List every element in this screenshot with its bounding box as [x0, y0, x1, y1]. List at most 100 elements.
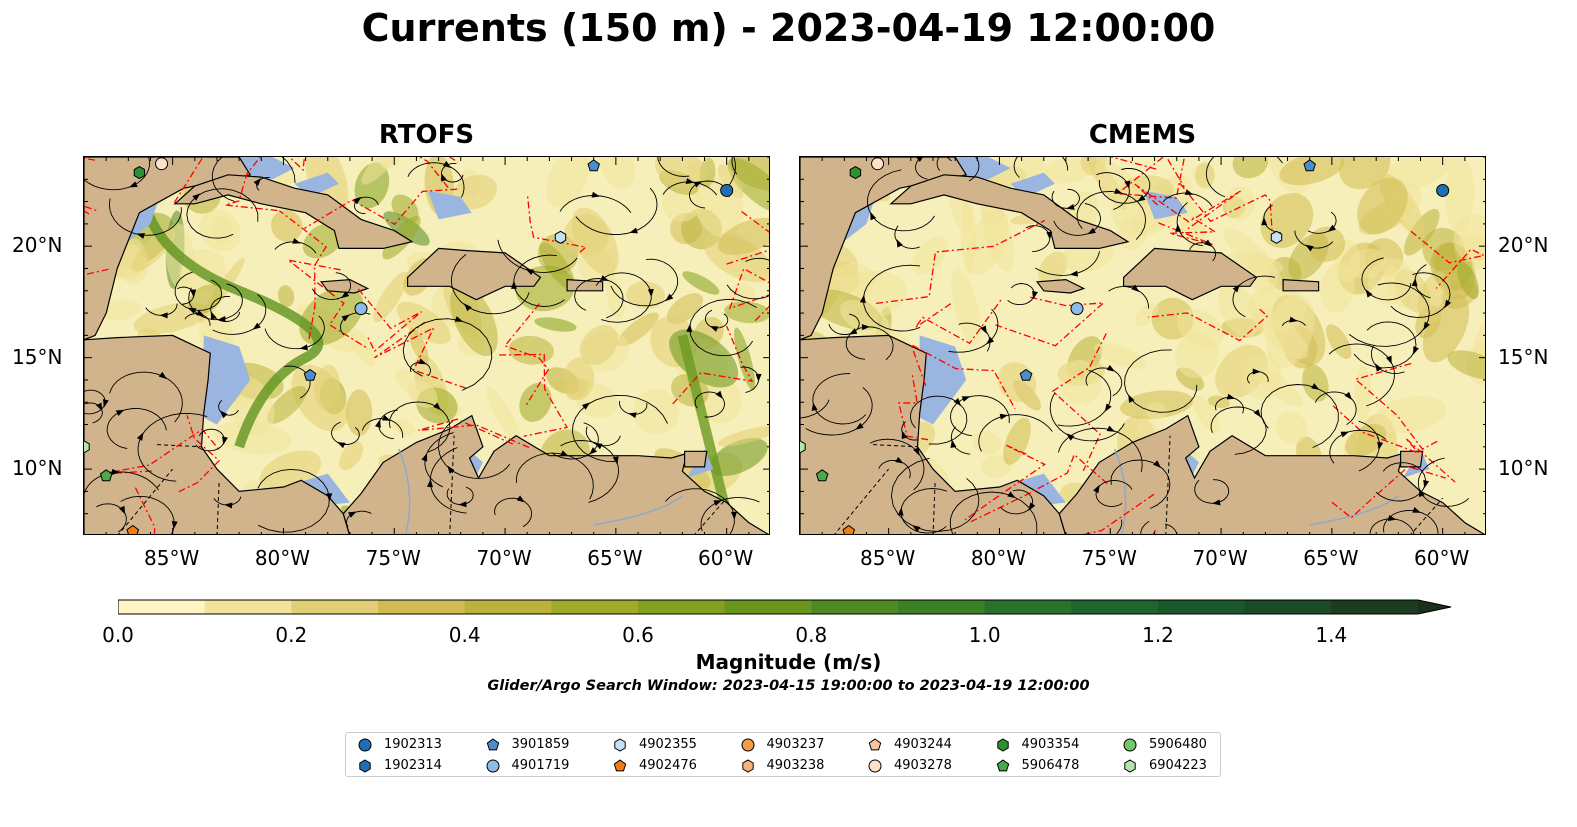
- current-speed-patch: [277, 285, 295, 308]
- current-speed-patch: [709, 438, 768, 477]
- streamline-arrow: [1289, 316, 1298, 323]
- x-tick-label: 80°W: [970, 546, 1027, 570]
- x-tick-label: 65°W: [1303, 546, 1359, 570]
- colorbar-segment: [1158, 600, 1246, 614]
- land-puerto-rico: [566, 278, 604, 292]
- streamline: [870, 438, 925, 491]
- streamline-arrow: [129, 181, 138, 188]
- legend-item: 4902355: [613, 737, 697, 752]
- streamline-arrow: [594, 442, 603, 450]
- streamline-arrow: [442, 160, 452, 168]
- streamline-arrow: [1204, 239, 1213, 247]
- streamline: [106, 408, 167, 449]
- eez-boundary: [278, 210, 327, 340]
- streamline-arrow: [896, 239, 903, 248]
- x-tick-label: 60°W: [698, 546, 754, 570]
- streamline-arrow: [591, 191, 600, 198]
- colorbar-tick-label: 0.4: [448, 623, 481, 647]
- streamline: [1383, 510, 1439, 534]
- current-speed-patch: [1038, 251, 1068, 285]
- legend-label: 4903237: [766, 737, 825, 752]
- eez-boundary: [287, 259, 368, 349]
- streamline: [575, 187, 658, 235]
- current-speed-patch: [727, 158, 769, 215]
- float-marker-6904223: [84, 440, 90, 454]
- map-panel-rtofs[interactable]: [83, 156, 770, 535]
- streamline: [402, 318, 493, 391]
- streamline-arrow: [252, 322, 261, 330]
- float-marker-4901719: [1070, 302, 1084, 316]
- streamline-arrow: [912, 525, 921, 532]
- current-speed-patch: [1457, 261, 1479, 300]
- legend-item: 4903237: [741, 737, 825, 752]
- eez-boundary: [1051, 333, 1107, 472]
- streamline: [805, 386, 873, 436]
- current-speed-patch: [717, 217, 769, 255]
- legend-label: 4902476: [639, 758, 697, 773]
- streamline-arrow: [102, 399, 109, 408]
- streamline: [450, 253, 530, 315]
- x-tick-label: 70°W: [476, 546, 532, 570]
- streamline: [137, 412, 208, 482]
- streamline-arrow: [427, 479, 434, 488]
- current-speed-patch: [1253, 308, 1309, 359]
- circle-icon: [868, 759, 882, 772]
- streamline-arrow: [1261, 217, 1268, 226]
- country-border: [216, 480, 220, 534]
- colorbar-tick-label: 1.2: [1142, 623, 1174, 647]
- shallow-shelf: [427, 190, 472, 220]
- streamline: [812, 373, 867, 425]
- streamline-arrow: [192, 193, 201, 201]
- legend-marker: [1123, 738, 1137, 751]
- shallow-shelf: [1143, 190, 1188, 220]
- current-speed-patch: [373, 271, 408, 323]
- streamline-arrow: [1066, 203, 1075, 210]
- current-speed-patch: [133, 302, 209, 335]
- streamline-arrow: [848, 328, 858, 335]
- streamline-arrow: [441, 173, 447, 182]
- hexagon-icon: [614, 737, 626, 752]
- eez-boundary: [357, 288, 422, 353]
- streamline-arrow: [901, 430, 908, 440]
- country-border: [694, 497, 728, 534]
- float-marker-3901859: [587, 159, 600, 172]
- streamline: [1013, 157, 1069, 178]
- streamline: [574, 278, 624, 319]
- streamline-arrow: [895, 456, 904, 464]
- colorbar-tick-label: 0.2: [275, 623, 308, 647]
- streamline-arrow: [458, 501, 467, 508]
- float-marker-5906478: [99, 469, 113, 482]
- current-speed-patch: [361, 157, 402, 185]
- map-panel-cmems[interactable]: [799, 156, 1486, 535]
- streamline-arrow: [421, 453, 428, 462]
- streamline: [1140, 520, 1178, 534]
- colorbar-segment: [1331, 600, 1419, 614]
- legend-label: 6904223: [1149, 758, 1207, 773]
- shallow-shelf: [203, 335, 251, 425]
- streamline-arrow: [1413, 346, 1419, 355]
- legend-item: 4902476: [613, 758, 697, 773]
- streamline-arrow: [913, 447, 920, 456]
- legend-label: 4903238: [766, 758, 825, 773]
- streamline: [407, 162, 465, 198]
- current-speed-patch: [579, 324, 619, 365]
- pentagon-icon: [486, 737, 499, 750]
- streamline-arrow: [560, 450, 569, 457]
- streamline-arrow: [353, 196, 362, 205]
- river: [1113, 448, 1127, 534]
- current-speed-patch: [734, 327, 756, 391]
- streamline-arrow: [382, 414, 391, 421]
- country-border: [1165, 435, 1171, 534]
- streamline-arrow: [224, 502, 233, 509]
- streamline: [1076, 190, 1147, 240]
- current-speed-patch: [598, 157, 636, 189]
- current-speed-patch: [1003, 417, 1031, 465]
- streamline-arrow: [171, 520, 178, 530]
- current-speed-patch: [1339, 157, 1391, 190]
- float-marker-5906478: [815, 469, 829, 482]
- streamline: [1124, 349, 1198, 413]
- eez-boundary: [728, 267, 769, 322]
- eez-boundary: [225, 157, 278, 212]
- streamline: [120, 495, 175, 534]
- colorbar-outline: [118, 599, 1452, 615]
